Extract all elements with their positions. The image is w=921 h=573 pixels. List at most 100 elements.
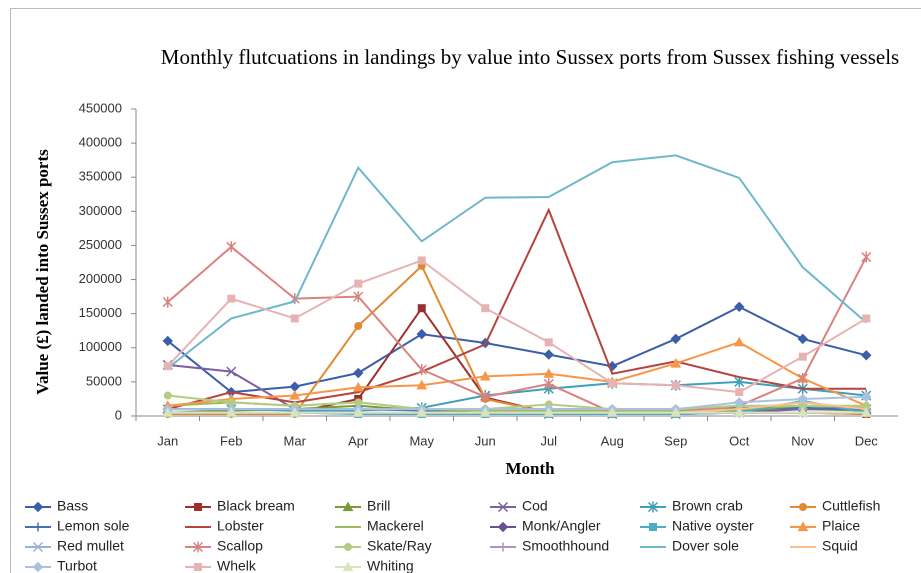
y-tick-label: 250000 — [79, 237, 122, 252]
legend-item: Red mullet — [25, 538, 124, 554]
marker — [416, 328, 427, 340]
x-tick-label: Nov — [791, 433, 815, 448]
series-line — [167, 380, 867, 412]
series-line — [167, 341, 867, 407]
marker — [162, 335, 173, 347]
marker — [733, 336, 745, 347]
y-tick-label: 450000 — [79, 100, 122, 115]
marker — [798, 401, 807, 410]
marker — [289, 407, 301, 417]
legend-label: Monk/Angler — [522, 518, 601, 534]
marker — [733, 407, 745, 417]
legend: Bass Black bream Brill Cod Brown crab Cuttlef… — [25, 498, 880, 573]
legend-item: Lobster — [185, 518, 264, 534]
marker — [862, 314, 871, 323]
y-tick-label: 100000 — [79, 339, 122, 354]
legend-label: Squid — [822, 538, 858, 554]
marker — [352, 407, 364, 417]
marker — [861, 251, 872, 263]
marker — [352, 381, 364, 392]
legend-item: Black bream — [185, 498, 295, 514]
marker — [342, 561, 354, 572]
marker — [417, 304, 426, 313]
series-line — [167, 207, 867, 411]
marker — [606, 407, 618, 417]
marker — [543, 349, 554, 360]
marker — [798, 352, 807, 361]
y-tick-label: 0 — [115, 407, 122, 422]
y-axis-label: Value (£) landed into Sussex ports — [33, 149, 52, 395]
marker — [797, 407, 809, 417]
x-tick-label: Mar — [284, 433, 307, 448]
legend-item: Turbot — [25, 558, 97, 573]
marker — [797, 372, 808, 384]
marker — [479, 370, 491, 381]
marker — [497, 521, 509, 533]
marker — [163, 391, 172, 400]
marker — [226, 241, 237, 253]
marker — [799, 503, 807, 511]
series-line — [167, 395, 867, 411]
marker — [735, 388, 744, 397]
marker — [162, 407, 174, 417]
legend-label: Plaice — [822, 518, 860, 534]
x-tick-label: Jun — [475, 433, 496, 448]
marker — [734, 376, 745, 388]
marker — [480, 391, 491, 403]
marker — [194, 563, 202, 571]
marker — [227, 398, 236, 407]
legend-label: Dover sole — [672, 538, 739, 554]
marker — [670, 357, 682, 368]
y-tick-label: 200000 — [79, 271, 122, 286]
legend-label: Cod — [522, 498, 548, 514]
legend-label: Skate/Ray — [367, 538, 432, 554]
marker — [861, 391, 872, 403]
x-tick-label: Dec — [855, 433, 879, 448]
marker — [32, 541, 44, 553]
legend-item: Dover sole — [640, 538, 739, 554]
marker — [342, 501, 354, 512]
marker — [416, 379, 428, 390]
marker — [162, 296, 173, 308]
legend-item: Cod — [490, 498, 548, 514]
marker — [353, 291, 364, 303]
marker — [226, 366, 237, 377]
marker — [416, 364, 427, 376]
legend-label: Whiting — [367, 558, 414, 573]
legend-label: Mackerel — [367, 518, 424, 534]
y-tick-label: 150000 — [79, 305, 122, 320]
y-tick-label: 50000 — [86, 373, 122, 388]
marker — [163, 362, 172, 371]
marker — [543, 407, 555, 417]
legend-label: Bass — [57, 498, 88, 514]
x-tick-label: Apr — [348, 433, 369, 448]
x-tick-label: Jan — [157, 433, 178, 448]
y-tick-label: 400000 — [79, 135, 122, 150]
y-tick-label: 300000 — [79, 203, 122, 218]
x-tick-label: Jul — [540, 433, 557, 448]
marker — [670, 333, 681, 345]
legend-label: Native oyster — [672, 518, 754, 534]
legend-label: Brown crab — [672, 498, 743, 514]
marker — [225, 407, 237, 417]
marker — [290, 314, 299, 323]
legend-item: Squid — [790, 538, 858, 554]
legend-item: Lemon sole — [25, 518, 130, 534]
marker — [344, 543, 352, 551]
marker — [734, 301, 745, 313]
series-line — [167, 305, 867, 394]
legend-label: Black bream — [217, 498, 295, 514]
marker — [498, 542, 508, 552]
marker — [194, 503, 202, 511]
marker — [860, 407, 872, 417]
marker — [647, 501, 659, 513]
marker — [33, 522, 43, 532]
marker — [416, 407, 428, 417]
x-tick-label: May — [409, 433, 434, 448]
series-line — [167, 154, 867, 370]
marker — [32, 561, 44, 573]
marker — [862, 401, 871, 410]
x-tick-label: Aug — [601, 433, 624, 448]
marker — [797, 393, 808, 405]
